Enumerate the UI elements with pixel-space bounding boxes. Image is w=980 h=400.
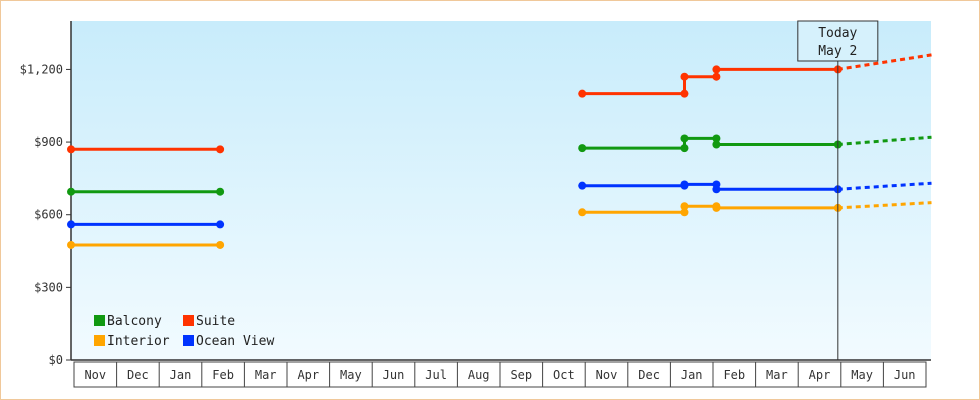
data-point-ocean [578,181,587,190]
x-tick-label: Jun [894,368,916,382]
data-point-interior [712,203,721,212]
legend-label-ocean: Ocean View [196,334,274,349]
x-tick-label: Dec [127,368,149,382]
series-projection-balcony [837,135,932,146]
x-tick-label: Dec [638,368,660,382]
x-tick-label: Feb [723,368,745,382]
legend-swatch-ocean [183,335,194,346]
data-point-ocean [216,220,225,229]
series-line-suite [582,67,838,96]
data-point-balcony [680,144,689,153]
data-point-interior [578,208,587,217]
series-projection-interior [837,201,932,210]
x-tick-label: Nov [84,368,106,382]
data-point-interior [216,240,225,249]
data-point-balcony [216,187,225,196]
y-tick-label: $1,200 [20,62,63,76]
x-tick-label: Sep [510,368,532,382]
data-point-balcony [67,187,76,196]
legend-label-suite: Suite [196,314,235,329]
x-tick-label: Oct [553,368,575,382]
data-point-suite [216,145,225,154]
series-projection-ocean [837,181,932,191]
data-point-suite [680,72,689,81]
data-point-suite [712,65,721,74]
data-point-suite [712,72,721,81]
x-tick-label: Apr [297,368,319,382]
data-point-balcony [712,140,721,149]
data-point-balcony [712,134,721,143]
x-tick-label: Jan [681,368,703,382]
x-tick-label: Mar [766,368,788,382]
x-tick-label: Apr [809,368,831,382]
x-tick-label: May [340,368,362,382]
legend-label-interior: Interior [107,334,170,349]
data-point-suite [680,89,689,98]
x-tick-label: Jun [383,368,405,382]
data-point-suite [67,145,76,154]
y-axis: $0 $300 $600 $900 $1,200 [20,21,72,367]
series-line-interior [582,204,838,214]
y-tick-label: $0 [49,353,63,367]
data-point-ocean [712,185,721,194]
legend-swatch-balcony [94,315,105,326]
today-date: May 2 [818,44,857,59]
today-label: Today [818,26,857,41]
data-point-ocean [67,220,76,229]
y-tick-label: $300 [34,280,63,294]
series-lines [67,53,932,249]
legend-swatch-interior [94,335,105,346]
x-tick-label: Aug [468,368,490,382]
data-point-balcony [680,134,689,143]
legend-swatch-suite [183,315,194,326]
x-tick-label: Feb [212,368,234,382]
y-tick-label: $900 [34,135,63,149]
data-point-interior [680,208,689,217]
x-tick-label: Jan [170,368,192,382]
series-projection-suite [837,53,932,71]
data-point-interior [67,240,76,249]
series-line-balcony [582,136,838,150]
data-point-interior [680,202,689,211]
data-point-ocean [680,180,689,189]
data-point-suite [578,89,587,98]
x-tick-label: Jul [425,368,447,382]
x-tick-label: May [851,368,873,382]
legend: Balcony Suite Interior Ocean View [94,314,274,349]
today-marker: Today May 2 [797,20,879,360]
x-tick-label: Nov [596,368,618,382]
today-box [797,20,879,62]
data-point-balcony [578,144,587,153]
series-line-ocean [582,182,838,191]
x-axis: Nov Dec Jan Feb Mar Apr May Jun Jul Aug Sep Oct Nov D… [71,359,931,388]
x-tick-label: Mar [255,368,277,382]
y-tick-label: $600 [34,208,63,222]
legend-label-balcony: Balcony [107,314,162,329]
